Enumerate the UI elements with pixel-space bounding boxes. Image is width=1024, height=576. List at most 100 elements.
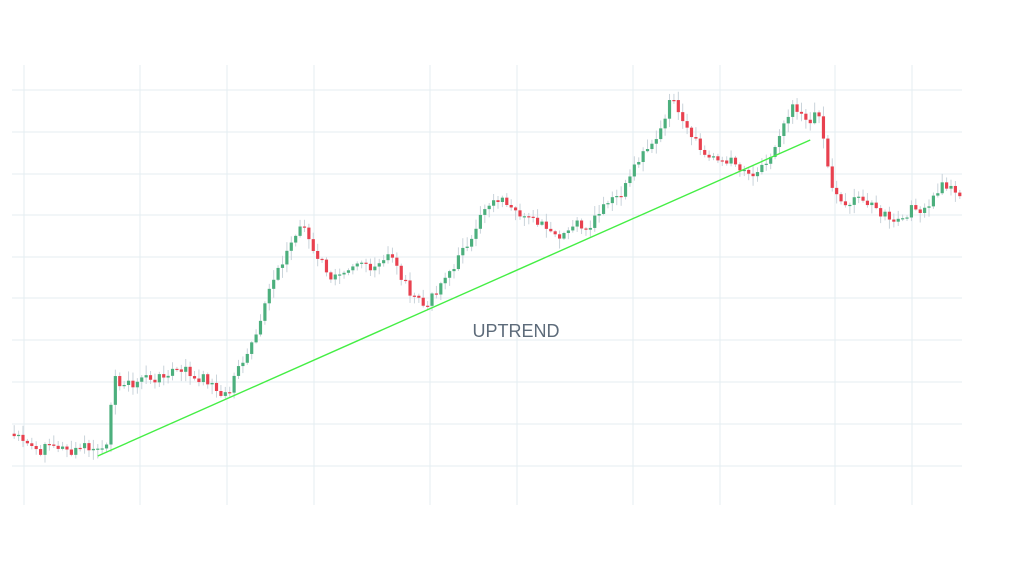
candle-down — [118, 376, 122, 387]
candle-up — [896, 218, 900, 222]
candle-down — [553, 231, 557, 235]
candle-up — [91, 448, 95, 451]
candle-down — [584, 228, 588, 230]
candle-up — [711, 156, 716, 158]
candle-up — [267, 288, 271, 304]
candle-down — [685, 121, 689, 128]
candle-up — [430, 293, 434, 306]
candle-up — [632, 164, 636, 177]
candle-up — [641, 151, 645, 162]
candle-up — [17, 434, 21, 437]
candle-down — [694, 137, 698, 139]
candle-up — [377, 263, 381, 267]
candle-down — [47, 444, 51, 446]
candles — [12, 91, 962, 463]
candle-up — [927, 206, 931, 208]
candle-up — [289, 242, 293, 251]
candle-up — [782, 123, 786, 136]
candle-up — [923, 207, 927, 213]
candle-up — [245, 353, 249, 363]
candle-up — [659, 128, 663, 140]
candle-down — [69, 449, 73, 455]
candle-down — [527, 216, 531, 218]
candle-up — [883, 211, 887, 217]
candle-up — [100, 448, 104, 450]
candle-up — [210, 382, 214, 385]
candle-down — [56, 445, 60, 449]
candle-down — [958, 192, 962, 197]
candle-down — [426, 305, 430, 307]
candle-up — [439, 283, 443, 295]
candle-up — [606, 203, 610, 205]
candle-down — [21, 434, 25, 441]
candle-up — [223, 392, 227, 396]
candle-down — [689, 127, 694, 138]
candle-up — [452, 269, 456, 272]
candle-up — [637, 161, 641, 165]
candle-up — [654, 139, 658, 144]
candle-up — [931, 195, 935, 207]
candle-up — [742, 169, 746, 172]
candle-up — [777, 135, 782, 148]
candle-down — [505, 197, 509, 205]
candle-up — [729, 157, 733, 164]
candle-up — [232, 375, 236, 393]
candle-up — [870, 202, 874, 206]
candle-up — [258, 320, 263, 335]
candle-down — [707, 154, 711, 158]
candle-up — [786, 116, 790, 124]
candle-up — [940, 182, 944, 194]
candle-up — [285, 250, 289, 265]
candle-down — [887, 211, 892, 220]
candle-down — [557, 234, 562, 239]
candle-down — [808, 119, 812, 124]
candle-up — [813, 112, 817, 124]
candle-down — [835, 187, 839, 195]
candle-up — [74, 447, 78, 455]
candle-up — [373, 266, 377, 271]
candle-up — [645, 149, 650, 152]
candle-down — [672, 100, 676, 102]
candle-down — [153, 379, 157, 383]
candle-down — [918, 209, 922, 213]
candle-up — [126, 380, 131, 385]
candle-up — [949, 185, 953, 189]
candle-down — [412, 295, 417, 297]
candle-down — [364, 262, 368, 264]
candle-down — [795, 104, 799, 112]
candle-up — [241, 362, 245, 367]
candle-up — [901, 218, 905, 220]
candle-up — [852, 197, 856, 205]
candle-down — [214, 382, 219, 392]
candle-up — [848, 204, 852, 207]
candle-down — [945, 182, 949, 189]
candle-up — [113, 376, 117, 405]
candle-down — [65, 446, 69, 450]
candle-up — [764, 163, 768, 165]
candle-up — [483, 209, 487, 215]
candle-down — [892, 219, 896, 222]
candle-up — [610, 197, 614, 204]
candle-up — [166, 375, 170, 378]
candle-down — [676, 100, 680, 113]
candle-up — [470, 238, 474, 247]
candle-down — [228, 392, 232, 394]
candle-up — [250, 342, 254, 354]
candle-down — [399, 265, 403, 280]
candle-up — [386, 254, 390, 261]
candle-down — [395, 257, 399, 266]
candle-down — [874, 202, 878, 209]
candle-down — [192, 376, 197, 379]
candle-down — [733, 157, 738, 165]
candle-down — [839, 194, 843, 202]
candle-up — [157, 374, 161, 383]
candle-down — [716, 156, 720, 161]
candle-down — [368, 263, 373, 271]
candle-up — [109, 404, 113, 445]
candle-up — [104, 444, 109, 449]
candle-up — [760, 164, 764, 173]
candle-down — [509, 204, 513, 208]
candle-down — [408, 280, 412, 296]
candle-down — [549, 228, 553, 232]
